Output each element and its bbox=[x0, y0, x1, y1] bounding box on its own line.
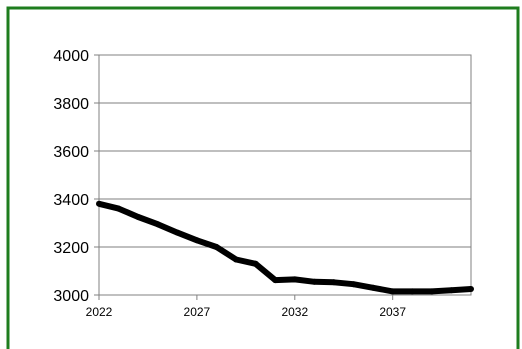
plot-area bbox=[98, 54, 472, 296]
data-point bbox=[154, 221, 161, 228]
data-point bbox=[389, 288, 396, 295]
data-point bbox=[96, 200, 102, 207]
x-tick-label: 2032 bbox=[281, 305, 308, 319]
data-point bbox=[370, 284, 377, 291]
data-point bbox=[330, 279, 337, 286]
y-tick-label: 4000 bbox=[53, 48, 89, 65]
x-tick-label: 2037 bbox=[379, 305, 406, 319]
y-tick-label: 3600 bbox=[53, 144, 89, 161]
y-tick-label: 3000 bbox=[53, 288, 89, 305]
data-point bbox=[311, 278, 318, 285]
data-point bbox=[213, 244, 220, 250]
y-axis: 3000 3200 3400 3600 3800 4000 bbox=[53, 48, 99, 305]
data-point bbox=[252, 260, 259, 267]
data-point bbox=[135, 214, 142, 220]
series-layer bbox=[96, 200, 474, 295]
series-line bbox=[98, 200, 472, 295]
data-point bbox=[409, 288, 416, 295]
data-point bbox=[174, 229, 181, 236]
gridlines bbox=[99, 102, 471, 248]
data-point bbox=[428, 288, 435, 295]
data-point bbox=[468, 286, 474, 292]
x-tick-label: 2027 bbox=[184, 305, 211, 319]
x-axis: 2022 2027 2032 2037 bbox=[86, 295, 406, 319]
data-point bbox=[115, 205, 122, 212]
y-tick-label: 3800 bbox=[53, 96, 89, 113]
x-tick-label: 2022 bbox=[86, 305, 113, 319]
data-point bbox=[272, 277, 279, 284]
data-point bbox=[448, 287, 455, 294]
data-point bbox=[193, 237, 200, 244]
data-point bbox=[291, 276, 298, 283]
data-point bbox=[350, 281, 357, 288]
y-tick-label: 3400 bbox=[53, 192, 89, 209]
y-tick-label: 3200 bbox=[53, 240, 89, 257]
data-point bbox=[233, 256, 240, 263]
